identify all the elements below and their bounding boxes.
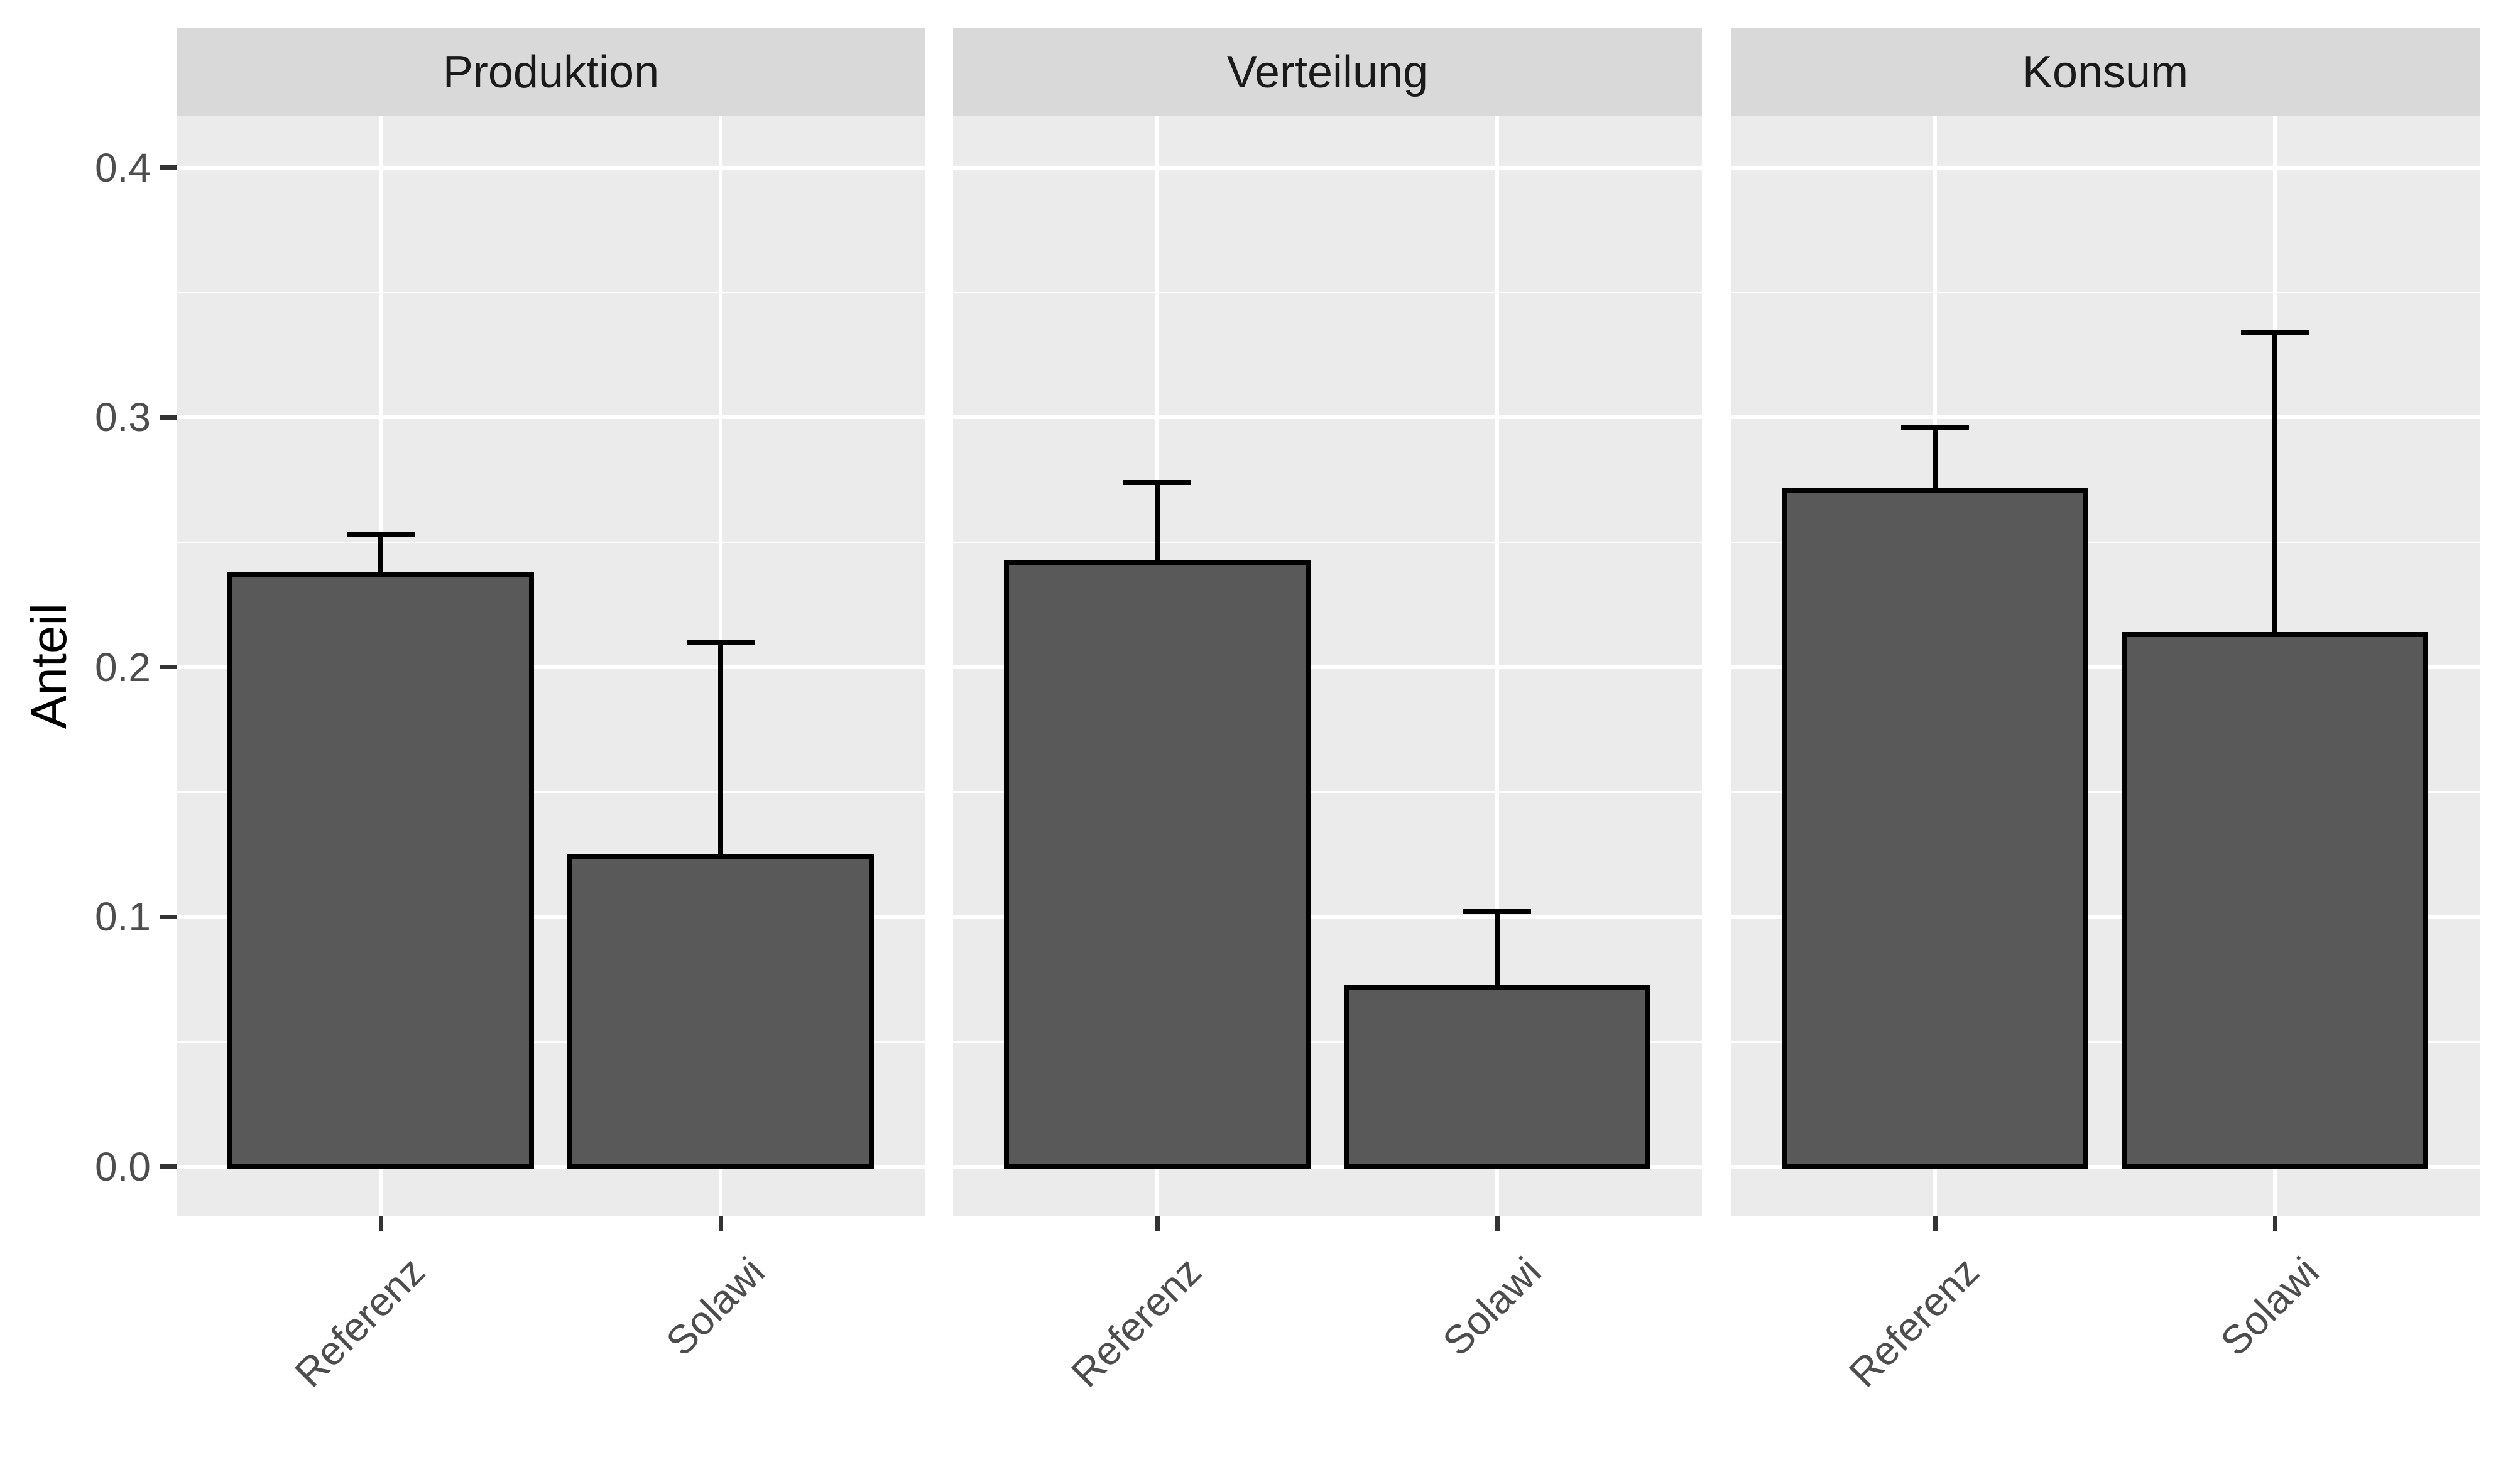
errorbar-line-referenz (378, 535, 383, 575)
y-tick-label: 0.4 (95, 145, 151, 190)
facet-strip-label: Konsum (2022, 47, 2189, 97)
y-tick-label: 0.2 (95, 644, 151, 690)
major-gridline (953, 915, 1702, 919)
errorbar-cap-solawi (687, 640, 755, 645)
major-gridline (953, 165, 1702, 170)
x-tick-label-referenz: Referenz (1840, 1248, 1988, 1396)
minor-gridline (953, 791, 1702, 794)
major-gridline (177, 1164, 925, 1169)
bar-solawi (567, 854, 874, 1169)
major-gridline (953, 665, 1702, 669)
vertical-gridline (1495, 116, 1499, 1216)
facet-panel-produktion (177, 116, 925, 1216)
x-tick-mark (2272, 1216, 2277, 1231)
minor-gridline (177, 1040, 925, 1043)
y-tick-label: 0.1 (95, 894, 151, 940)
facet-strip-label: Verteilung (1226, 47, 1429, 97)
minor-gridline (1731, 541, 2480, 543)
minor-gridline (1731, 292, 2480, 294)
bar-solawi (1344, 984, 1650, 1169)
errorbar-line-solawi (718, 642, 723, 857)
x-tick-label-referenz: Referenz (1062, 1248, 1211, 1396)
major-gridline (953, 415, 1702, 420)
minor-gridline (953, 541, 1702, 543)
errorbar-cap-referenz (1901, 425, 1969, 430)
major-gridline (1731, 915, 2480, 919)
y-tick-mark (160, 665, 177, 670)
errorbar-cap-referenz (1123, 479, 1191, 485)
facet-strip-verteilung: Verteilung (953, 28, 1702, 116)
major-gridline (177, 415, 925, 420)
major-gridline (953, 1164, 1702, 1169)
minor-gridline (953, 1040, 1702, 1043)
minor-gridline (953, 292, 1702, 294)
minor-gridline (1731, 1040, 2480, 1043)
facet-strip-produktion: Produktion (177, 28, 925, 116)
minor-gridline (177, 791, 925, 794)
major-gridline (1731, 415, 2480, 420)
minor-gridline (1731, 791, 2480, 794)
x-tick-mark (1933, 1216, 1938, 1231)
x-tick-mark (378, 1216, 383, 1231)
x-tick-mark (718, 1216, 723, 1231)
errorbar-line-solawi (1495, 912, 1500, 987)
x-tick-label-solawi: Solawi (657, 1248, 774, 1365)
y-tick-mark (160, 165, 177, 170)
errorbar-cap-referenz (347, 532, 415, 538)
y-tick-label: 0.3 (95, 395, 151, 440)
major-gridline (177, 165, 925, 170)
facet-strip-konsum: Konsum (1731, 28, 2480, 116)
errorbar-cap-solawi (2241, 330, 2309, 336)
minor-gridline (177, 541, 925, 543)
major-gridline (177, 665, 925, 669)
bar-referenz (1782, 487, 2088, 1169)
bar-referenz (1004, 559, 1311, 1169)
y-tick-mark (160, 415, 177, 420)
minor-gridline (177, 292, 925, 294)
major-gridline (1731, 665, 2480, 669)
errorbar-cap-solawi (1463, 909, 1531, 915)
x-tick-label-solawi: Solawi (2211, 1248, 2328, 1365)
y-tick-mark (160, 1164, 177, 1169)
y-tick-mark (160, 914, 177, 919)
errorbar-line-solawi (2272, 332, 2277, 635)
x-tick-label-referenz: Referenz (286, 1248, 434, 1396)
major-gridline (1731, 1164, 2480, 1169)
x-tick-mark (1155, 1216, 1160, 1231)
errorbar-line-referenz (1933, 427, 1938, 490)
major-gridline (1731, 165, 2480, 170)
x-tick-label-solawi: Solawi (1434, 1248, 1551, 1365)
bar-referenz (227, 572, 534, 1169)
facet-panel-verteilung (953, 116, 1702, 1216)
major-gridline (177, 915, 925, 919)
y-tick-label: 0.0 (95, 1143, 151, 1189)
errorbar-line-referenz (1155, 482, 1160, 562)
facet-strip-label: Produktion (442, 47, 660, 97)
facet-panel-konsum (1731, 116, 2480, 1216)
x-tick-mark (1495, 1216, 1500, 1231)
bar-solawi (2122, 632, 2428, 1169)
